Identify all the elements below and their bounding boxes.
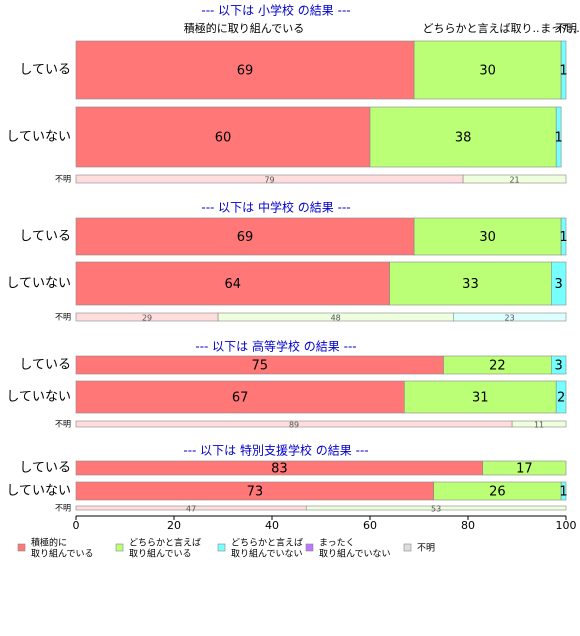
x-tick-label: 80: [461, 519, 475, 532]
bar-segment: [452, 312, 567, 322]
row-label: していない: [6, 484, 71, 499]
value-label: 3: [555, 277, 563, 292]
bar-segment: [75, 217, 415, 256]
bar-segment: [560, 217, 567, 256]
bar-segment: [560, 481, 567, 501]
value-label: 69: [237, 230, 254, 245]
value-label: 69: [237, 64, 254, 79]
bar-segment: [550, 355, 567, 375]
x-tick-label: 0: [73, 519, 80, 532]
value-label: 60: [215, 131, 232, 146]
legend-label: 不明: [417, 543, 435, 554]
bar-segment: [413, 40, 562, 100]
bar-segment: [403, 380, 557, 414]
bar-segment: [75, 106, 371, 168]
x-tick-label: 60: [363, 519, 377, 532]
value-label: 30: [479, 230, 496, 245]
value-label: 1: [555, 131, 563, 146]
value-label: 23: [505, 314, 515, 323]
value-label: 29: [142, 314, 152, 323]
value-label: 33: [462, 277, 479, 292]
legend-swatch: [17, 543, 26, 552]
row-label: している: [19, 358, 71, 373]
value-label: 73: [247, 485, 264, 500]
value-label: 83: [271, 462, 288, 477]
panel-title: --- 以下は 中学校 の結果 ---: [201, 200, 350, 215]
legend-swatch: [217, 543, 226, 552]
header-label: どちらかと言えば取り..: [423, 22, 540, 35]
legend-label: 取り組んでいる: [129, 548, 192, 560]
bar-segment: [369, 106, 557, 168]
row-label: 不明: [55, 175, 71, 184]
bar-segment: [305, 505, 567, 511]
value-label: 48: [331, 314, 341, 323]
row-label: している: [19, 461, 71, 476]
panel-title: --- 以下は 高等学校 の結果 ---: [195, 339, 356, 354]
header-label: 積極的に取り組んでいる: [184, 21, 304, 35]
value-label: 1: [559, 230, 567, 245]
value-label: 1: [559, 485, 567, 500]
value-label: 22: [489, 359, 506, 374]
value-label: 64: [225, 277, 242, 292]
legend-label: 取り組んでいる: [31, 548, 94, 560]
row-label: していない: [6, 130, 71, 145]
value-label: 31: [472, 391, 489, 406]
value-label: 47: [186, 505, 196, 514]
bar-segment: [389, 261, 552, 306]
row-label: していない: [6, 276, 71, 291]
x-tick-label: 20: [167, 519, 181, 532]
legend-label: 取り組んでいない: [319, 548, 391, 560]
x-tick-label: 40: [265, 519, 279, 532]
row-label: 不明: [55, 504, 71, 513]
row-label: している: [19, 229, 71, 244]
value-label: 26: [489, 485, 506, 500]
value-label: 17: [516, 462, 533, 477]
bar-segment: [75, 261, 390, 306]
legend-label: どちらかと言えば: [129, 537, 201, 549]
legend-label: 積極的に: [31, 537, 67, 549]
value-label: 11: [534, 421, 544, 430]
row-label: 不明: [55, 313, 71, 322]
bar-segment: [462, 174, 567, 184]
value-label: 38: [455, 131, 472, 146]
legend-label: まったく: [319, 538, 355, 549]
value-label: 79: [264, 176, 274, 185]
value-label: 2: [557, 391, 565, 406]
bar-segment: [550, 261, 567, 306]
value-label: 1: [559, 64, 567, 79]
panel-title: --- 以下は 特別支援学校 の結果 ---: [183, 443, 368, 458]
panel-title: --- 以下は 小学校 の結果 ---: [201, 3, 350, 18]
value-label: 89: [289, 421, 299, 430]
row-label: 不明: [55, 420, 71, 429]
row-label: している: [19, 63, 71, 78]
value-label: 30: [479, 64, 496, 79]
value-label: 67: [232, 391, 249, 406]
bar-segment: [560, 40, 567, 100]
bar-segment: [555, 380, 567, 414]
bar-segment: [555, 106, 562, 168]
header-label: 不明: [555, 22, 577, 35]
x-tick-label: 100: [556, 519, 577, 532]
legend-swatch: [403, 543, 412, 552]
legend-label: どちらかと言えば: [231, 537, 303, 549]
value-label: 21: [509, 176, 519, 185]
legend-swatch: [305, 543, 314, 552]
value-label: 75: [251, 359, 268, 374]
legend-swatch: [115, 543, 124, 552]
bar-segment: [511, 420, 567, 428]
value-label: 3: [555, 359, 563, 374]
row-label: していない: [6, 390, 71, 405]
value-label: 53: [431, 505, 441, 514]
legend-label: 取り組んでいない: [231, 548, 303, 560]
bar-segment: [482, 460, 567, 476]
header-label: まった..: [540, 22, 580, 35]
bar-segment: [75, 380, 405, 414]
